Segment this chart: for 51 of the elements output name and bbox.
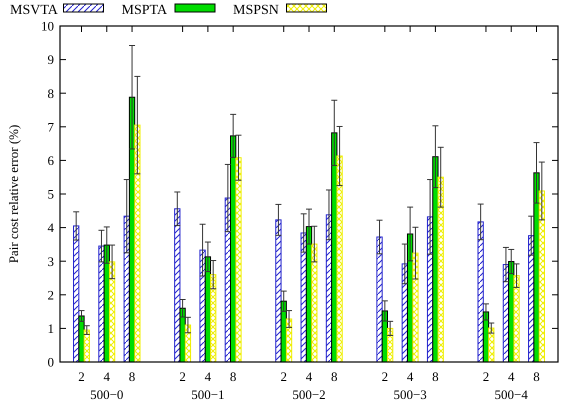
- bar: [488, 328, 494, 362]
- text: 500−4: [494, 387, 528, 402]
- x-tick-label: 4: [508, 369, 515, 384]
- bar: [513, 275, 520, 362]
- x-tick-label: 4: [306, 369, 313, 384]
- bar: [477, 221, 484, 362]
- text: 500−0: [90, 387, 124, 402]
- bar: [311, 244, 318, 362]
- x-tick-label: 4: [204, 369, 212, 384]
- y-tick-label: 8: [48, 86, 54, 101]
- bar: [386, 328, 394, 362]
- x-tick-label: 2: [78, 369, 85, 384]
- x-tick-label: 8: [331, 369, 338, 384]
- bar: [174, 208, 180, 362]
- bar: [134, 124, 141, 362]
- bar: [538, 190, 545, 362]
- x-tick-label: 8: [230, 369, 236, 384]
- y-axis-title: Pair cost relative error (%): [6, 124, 21, 264]
- y-tick-label: 4: [48, 220, 54, 236]
- x-tick-label: 8: [533, 369, 540, 384]
- bar: [235, 157, 242, 362]
- bar: [73, 225, 80, 362]
- y-tick-label: 10: [41, 18, 54, 34]
- bar: [210, 274, 216, 362]
- bar: [108, 261, 116, 362]
- y-tick-label: 0: [48, 354, 54, 370]
- legend-label: MSVTA: [10, 3, 59, 18]
- legend-label: MSPTA: [122, 3, 168, 18]
- x-tick-label: 8: [432, 369, 439, 384]
- y-tick-label: 7: [48, 119, 54, 134]
- y-tick-label: 9: [48, 52, 54, 68]
- y-tick-label: 5: [48, 186, 54, 202]
- x-tick-label: 2: [280, 369, 287, 384]
- y-tick-label: 1: [48, 320, 54, 336]
- text: 500−1: [191, 387, 225, 402]
- bar: [336, 156, 343, 362]
- text: 500−3: [393, 387, 427, 402]
- bar: [438, 176, 444, 362]
- text: 500−2: [292, 387, 326, 402]
- bar: [412, 252, 419, 362]
- x-tick-label: 2: [382, 369, 388, 384]
- x-tick-label: 4: [104, 369, 111, 384]
- y-tick-label: 3: [48, 254, 54, 269]
- x-tick-label: 2: [179, 369, 186, 384]
- y-tick-label: 2: [48, 287, 54, 302]
- y-tick-label: 6: [48, 152, 54, 168]
- legend-label: MSPSN: [233, 3, 279, 18]
- bar: [84, 330, 90, 362]
- x-tick-label: 2: [482, 369, 490, 384]
- x-tick-label: 8: [128, 369, 136, 384]
- x-tick-label: 4: [406, 369, 414, 384]
